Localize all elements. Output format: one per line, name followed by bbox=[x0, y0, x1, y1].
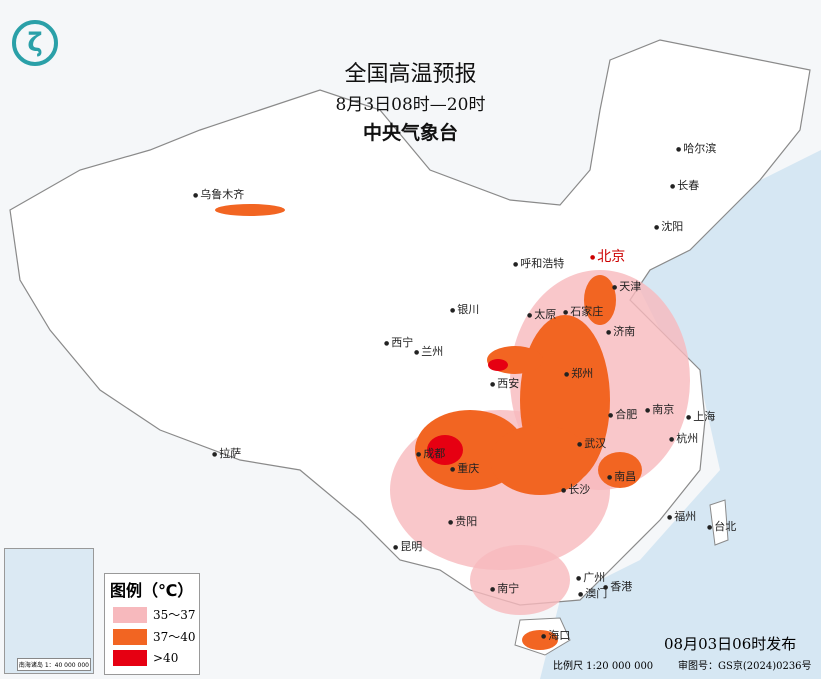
city-label: 广州 bbox=[576, 569, 605, 585]
city-label: 郑州 bbox=[564, 365, 593, 381]
city-label: 合肥 bbox=[608, 406, 637, 422]
city-label: 杭州 bbox=[669, 430, 698, 446]
legend-item: 37～40 bbox=[113, 628, 199, 645]
legend-label: 37～40 bbox=[153, 630, 196, 644]
city-label: 长春 bbox=[670, 177, 699, 193]
city-label: 海口 bbox=[541, 627, 570, 643]
legend-item: 35～37 bbox=[113, 606, 199, 623]
cma-logo: ζ bbox=[12, 20, 58, 66]
city-label: 西安 bbox=[490, 375, 519, 391]
legend-swatch bbox=[113, 650, 147, 666]
legend-swatch bbox=[113, 628, 147, 645]
city-label: 上海 bbox=[686, 408, 715, 424]
south-china-sea-inset: 南海诸岛 1：40 000 000 bbox=[4, 548, 94, 674]
city-label: 澳门 bbox=[578, 585, 607, 601]
city-label: 天津 bbox=[612, 278, 641, 294]
city-label: 南京 bbox=[645, 401, 674, 417]
city-label: 银川 bbox=[450, 301, 479, 317]
city-label: 乌鲁木齐 bbox=[193, 186, 244, 202]
legend-item: >40 bbox=[113, 650, 199, 666]
city-label: 昆明 bbox=[393, 538, 422, 554]
forecast-period: 8月3日08时—20时 bbox=[335, 95, 486, 115]
city-label: 成都 bbox=[416, 445, 445, 461]
legend-label: 35～37 bbox=[153, 608, 196, 622]
agency: 中央气象台 bbox=[362, 122, 458, 144]
city-label: 香港 bbox=[603, 578, 632, 594]
city-label: 太原 bbox=[527, 306, 556, 322]
legend-swatch bbox=[113, 606, 147, 623]
city-label: 沈阳 bbox=[654, 218, 683, 234]
map-title: 全国高温预报 bbox=[344, 62, 477, 87]
city-label: 哈尔滨 bbox=[676, 140, 716, 156]
city-label: 台北 bbox=[707, 518, 736, 534]
legend-title: 图例（℃） bbox=[110, 581, 194, 600]
city-label: 拉萨 bbox=[212, 445, 241, 461]
city-label: 济南 bbox=[606, 323, 635, 339]
city-label: 南昌 bbox=[607, 468, 636, 484]
inset-caption: 南海诸岛 1：40 000 000 bbox=[16, 658, 91, 671]
city-label: 呼和浩特 bbox=[513, 255, 564, 271]
issue-time: 08月03日06时发布 bbox=[664, 635, 797, 653]
city-label: 重庆 bbox=[450, 460, 479, 476]
legend: 图例（℃） 35～37 37～40 >40 bbox=[104, 573, 200, 675]
city-label: 石家庄 bbox=[563, 303, 603, 319]
map-scale: 比例尺 1:20 000 000 bbox=[553, 661, 654, 672]
legend-label: >40 bbox=[153, 651, 179, 665]
city-label: 长沙 bbox=[561, 481, 590, 497]
city-label: 武汉 bbox=[577, 435, 606, 451]
city-label: 南宁 bbox=[490, 580, 519, 596]
city-label: 兰州 bbox=[414, 343, 443, 359]
city-label: 福州 bbox=[667, 508, 696, 524]
map-review-number: 审图号：GS京(2024)0236号 bbox=[678, 661, 812, 672]
city-label: 北京 bbox=[590, 246, 625, 266]
city-label: 西宁 bbox=[384, 334, 413, 350]
city-label: 贵阳 bbox=[448, 513, 477, 529]
